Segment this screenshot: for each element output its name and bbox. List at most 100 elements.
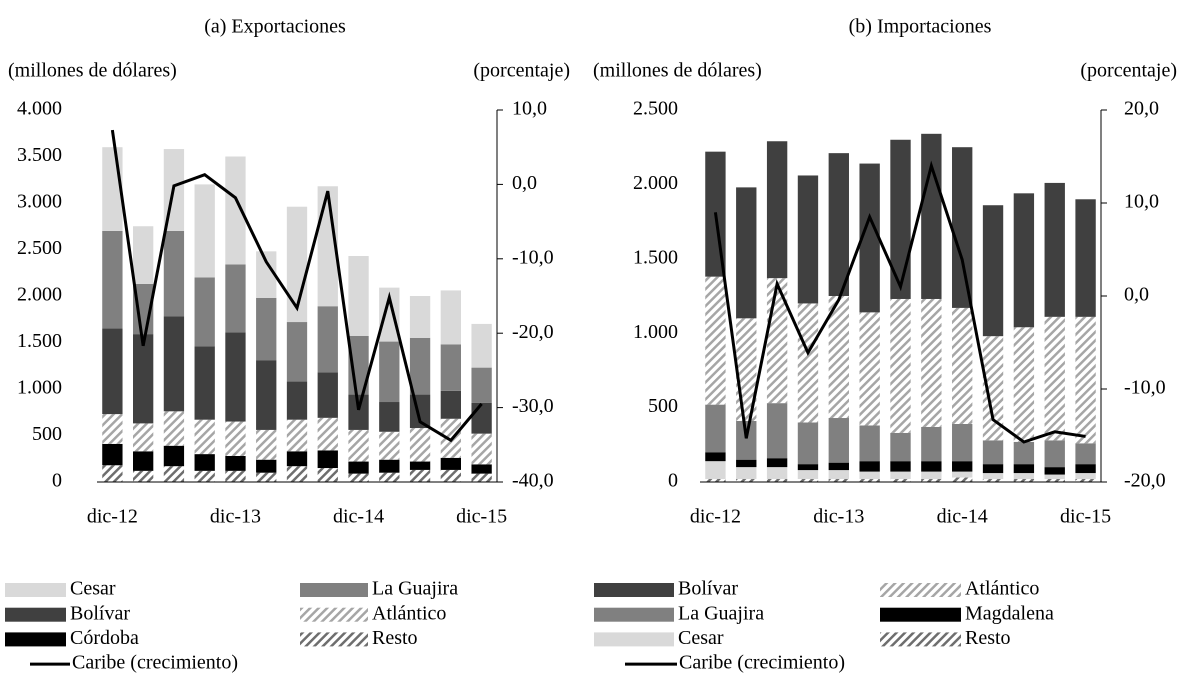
legend-swatch bbox=[880, 583, 961, 597]
legend-label: Cesar bbox=[678, 627, 724, 649]
bar-segment bbox=[736, 479, 757, 482]
bar-segment bbox=[471, 402, 492, 434]
bar-segment bbox=[890, 432, 911, 462]
bar-segment bbox=[1013, 473, 1035, 480]
bar-segment bbox=[256, 360, 277, 430]
legend-label: Caribe (crecimiento) bbox=[679, 652, 845, 674]
bar-segment bbox=[163, 466, 185, 482]
growth-line bbox=[110, 129, 483, 443]
y-tick-label: 0 bbox=[668, 470, 678, 492]
y-tick-label: 2.000 bbox=[17, 284, 62, 306]
bar-segment bbox=[471, 473, 492, 482]
bar-segment bbox=[102, 465, 123, 482]
y-tick-label: 1.500 bbox=[17, 330, 62, 352]
bar-segment bbox=[102, 414, 123, 444]
bar-segment bbox=[133, 470, 154, 482]
bar-segment bbox=[921, 426, 942, 462]
bar-segment bbox=[163, 411, 185, 446]
bar-segment bbox=[859, 163, 880, 313]
bar-segment bbox=[921, 479, 942, 482]
y2-tick-label: -10,0 bbox=[512, 246, 554, 268]
legend-label: Cesar bbox=[70, 578, 116, 600]
legend-swatch bbox=[880, 607, 961, 622]
bar-segment bbox=[1075, 443, 1096, 465]
bar-segment bbox=[317, 306, 338, 373]
bar-segment bbox=[828, 296, 849, 419]
bar-segment bbox=[286, 322, 308, 382]
bar-segment bbox=[890, 139, 911, 299]
legend-swatch bbox=[594, 632, 674, 647]
y-tick-label: 500 bbox=[648, 395, 678, 417]
y-tick-label: 0 bbox=[52, 470, 62, 492]
bar-segment bbox=[194, 346, 215, 420]
bar-segment bbox=[379, 287, 400, 342]
bar-segment bbox=[379, 341, 400, 403]
bar-segment bbox=[952, 147, 973, 308]
x-tick-label: dic-13 bbox=[813, 506, 864, 528]
bar-segment bbox=[225, 156, 246, 265]
x-tick-label: dic-15 bbox=[1060, 506, 1111, 528]
legend-swatch bbox=[5, 607, 66, 622]
y-axis-label: (millones de dólares) bbox=[8, 60, 177, 82]
bar-segment bbox=[1044, 182, 1065, 317]
bar-segment bbox=[766, 479, 788, 482]
chart-title: (b) Importaciones bbox=[849, 16, 992, 38]
bar-segment bbox=[348, 429, 369, 462]
y2-tick-label: 0,0 bbox=[512, 172, 537, 194]
bar-segment bbox=[194, 419, 215, 455]
legend-label: Resto bbox=[372, 627, 418, 649]
chart-title: (a) Exportaciones bbox=[204, 16, 346, 38]
bar-segment bbox=[952, 471, 973, 478]
y-tick-label: 1.000 bbox=[633, 321, 678, 343]
bar-segment bbox=[286, 381, 308, 420]
bar-segment bbox=[890, 298, 911, 433]
bar-segment bbox=[859, 471, 880, 480]
bar-segment bbox=[982, 479, 1004, 482]
bar-segment bbox=[921, 298, 942, 427]
legend-label: Bolívar bbox=[70, 602, 130, 624]
bar-segment bbox=[225, 470, 246, 482]
y2-tick-label: -40,0 bbox=[512, 470, 554, 492]
bar-segment bbox=[766, 141, 788, 279]
bar-segment bbox=[828, 479, 849, 482]
bar-segment bbox=[982, 205, 1004, 337]
bar-segment bbox=[952, 307, 973, 424]
bar-segment bbox=[1075, 464, 1096, 474]
bar-segment bbox=[705, 276, 726, 405]
bar-segment bbox=[409, 461, 431, 470]
bar-segment bbox=[256, 251, 277, 298]
y2-tick-label: 0,0 bbox=[1124, 284, 1149, 306]
y-axis-label: (millones de dólares) bbox=[593, 60, 762, 82]
legend-label: Caribe (crecimiento) bbox=[72, 652, 238, 674]
bar-segment bbox=[409, 428, 431, 462]
y-tick-label: 2.500 bbox=[633, 98, 678, 120]
bar-segment bbox=[1013, 479, 1035, 482]
bar-segment bbox=[286, 466, 308, 482]
x-tick-label: dic-14 bbox=[937, 506, 988, 528]
x-tick-label: dic-12 bbox=[690, 506, 741, 528]
y2-axis-label: (porcentaje) bbox=[1080, 60, 1177, 82]
y-tick-label: 2.000 bbox=[633, 172, 678, 194]
bar-segment bbox=[225, 264, 246, 333]
bar-segment bbox=[471, 323, 492, 368]
bar-segment bbox=[766, 458, 788, 468]
bar-segment bbox=[828, 462, 849, 471]
bar-segment bbox=[225, 421, 246, 456]
legend-label: Magdalena bbox=[965, 602, 1054, 624]
bar-segment bbox=[1075, 199, 1096, 317]
y-tick-label: 3.500 bbox=[17, 144, 62, 166]
bar-segment bbox=[828, 153, 849, 296]
legend-label: Atlántico bbox=[372, 602, 446, 624]
legend-swatch bbox=[594, 583, 674, 597]
bar-segment bbox=[102, 328, 123, 415]
bar-segment bbox=[440, 390, 461, 419]
bar-segment bbox=[133, 334, 154, 424]
bar-segment bbox=[890, 479, 911, 482]
bar-segment bbox=[1013, 441, 1035, 465]
y-tick-label: 3.000 bbox=[17, 191, 62, 213]
y2-axis-label: (porcentaje) bbox=[473, 60, 570, 82]
bar-segment bbox=[952, 461, 973, 472]
y2-tick-label: 10,0 bbox=[512, 98, 547, 120]
bar-segment bbox=[317, 468, 338, 482]
bar-segment bbox=[736, 420, 757, 460]
